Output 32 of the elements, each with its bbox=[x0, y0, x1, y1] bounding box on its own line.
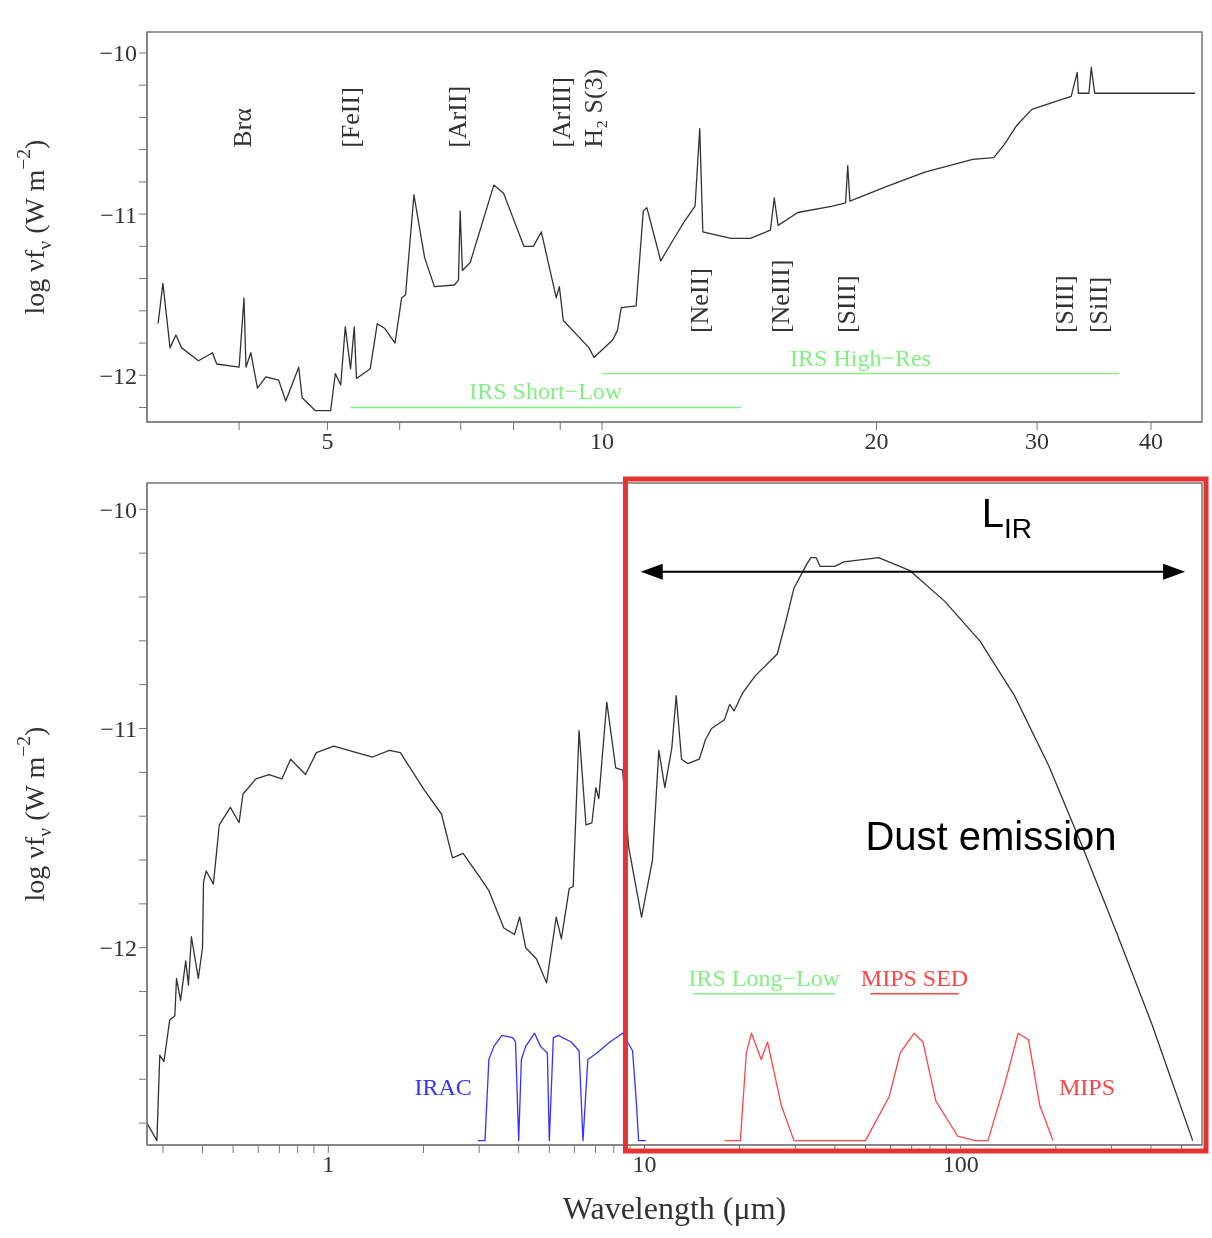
annotation: [ArII] bbox=[442, 85, 472, 148]
annotation: [ArIII] bbox=[546, 77, 576, 148]
annotation: [NeIII] bbox=[765, 259, 795, 334]
y-tick-label: −10 bbox=[99, 40, 137, 67]
series-label: IRS High−Res bbox=[790, 344, 931, 371]
x-tick-label: 1 bbox=[322, 1151, 335, 1178]
annotation: [FeII] bbox=[335, 87, 365, 148]
annotation: [NeII] bbox=[684, 268, 714, 334]
x-tick-label: 5 bbox=[321, 428, 334, 455]
series-label: MIPS bbox=[1059, 1073, 1116, 1100]
y-tick-label: −11 bbox=[100, 716, 137, 743]
series-label: IRS Long−Low bbox=[688, 964, 841, 991]
annotation: [SIII] bbox=[1049, 275, 1079, 334]
series-label: IRAC bbox=[414, 1073, 472, 1100]
annotation: [SiII] bbox=[1083, 276, 1113, 334]
annotation: L$_{IR}$ bbox=[981, 490, 1032, 544]
x-tick-label: 30 bbox=[1025, 428, 1050, 455]
series-label: MIPS SED bbox=[860, 964, 969, 991]
annotation: Brα bbox=[227, 107, 257, 148]
x-tick-label: 40 bbox=[1138, 428, 1163, 455]
x-tick-label: 20 bbox=[864, 428, 889, 455]
x-tick-label: 100 bbox=[942, 1151, 979, 1178]
y-tick-label: −11 bbox=[100, 201, 137, 228]
series-label: IRS Short−Low bbox=[469, 378, 623, 405]
annotation: H₂ S(3) bbox=[578, 68, 608, 148]
x-tick-label: 10 bbox=[632, 1151, 657, 1178]
x-axis-title: Wavelength (μm) bbox=[562, 1190, 787, 1226]
x-tick-label: 10 bbox=[589, 428, 614, 455]
annotation: [SIII] bbox=[831, 275, 861, 334]
y-tick-label: −12 bbox=[99, 935, 137, 962]
y-tick-label: −12 bbox=[99, 362, 137, 389]
y-tick-label: −10 bbox=[99, 496, 137, 523]
